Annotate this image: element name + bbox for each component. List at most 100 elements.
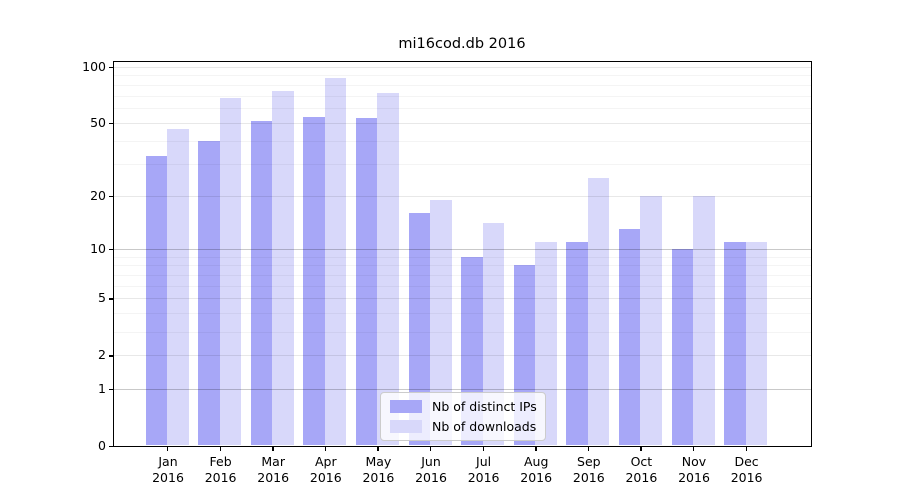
gridline [114, 66, 811, 68]
x-tick-year: 2016 [415, 470, 447, 485]
x-tick-label: Oct 2016 [611, 454, 671, 487]
bar-apr-downloads [324, 78, 347, 446]
minor-gridline [114, 331, 811, 333]
y-tick-label: 5 [98, 290, 106, 306]
x-tick-month: Nov [681, 453, 707, 469]
gridline [114, 195, 811, 197]
y-tick [108, 122, 113, 125]
minor-gridline [114, 108, 811, 110]
axis-spine-right [811, 61, 813, 447]
legend-label-downloads: Nb of downloads [432, 419, 537, 434]
y-tick [108, 195, 113, 197]
x-tick-year: 2016 [204, 470, 237, 485]
bar-mar-ips [250, 121, 273, 446]
bar-jan-downloads [167, 129, 189, 446]
x-tick-year: 2016 [520, 470, 553, 485]
x-tick-label: Apr 2016 [296, 454, 356, 487]
x-tick-label: Feb 2016 [191, 454, 251, 487]
gridline [114, 355, 811, 357]
y-tick-label: 20 [90, 187, 106, 203]
gridline [114, 298, 811, 300]
x-tick-year: 2016 [152, 470, 184, 485]
x-tick-label: Mar 2016 [243, 454, 303, 487]
bar-dec-downloads [745, 241, 768, 446]
x-tick-label: Jan 2016 [138, 454, 198, 487]
minor-gridline [114, 274, 811, 276]
x-tick-year: 2016 [467, 470, 500, 485]
x-tick [377, 446, 379, 452]
major-gridline [114, 388, 811, 390]
legend: Nb of distinct IPs Nb of downloads [380, 392, 546, 441]
bar-feb-downloads [219, 97, 242, 446]
major-gridline [114, 248, 811, 250]
bar-oct-ips [618, 228, 641, 446]
x-tick [693, 446, 695, 452]
minor-gridline [114, 84, 811, 86]
bar-may-ips [355, 118, 378, 446]
y-tick [108, 298, 113, 300]
x-tick-month: Aug [523, 453, 549, 469]
x-tick-month: Jul [476, 453, 492, 469]
bar-may-downloads [377, 93, 399, 446]
bar-dec-ips [724, 241, 746, 446]
x-tick [167, 446, 169, 452]
x-tick-month: May [365, 453, 392, 469]
minor-gridline [114, 140, 811, 142]
minor-gridline [114, 313, 811, 315]
x-tick-label: Nov 2016 [664, 454, 724, 487]
x-tick-year: 2016 [678, 470, 710, 485]
x-tick-month: Mar [261, 453, 285, 469]
x-tick-label: May 2016 [348, 454, 408, 487]
minor-gridline [114, 95, 811, 97]
x-tick-month: Jun [421, 453, 441, 469]
minor-gridline [114, 285, 811, 287]
y-tick [108, 248, 113, 251]
x-tick-month: Dec [734, 453, 759, 469]
legend-swatch-downloads [390, 420, 422, 433]
x-tick-label: Sep 2016 [559, 454, 619, 487]
x-tick-label: Jun 2016 [401, 454, 461, 487]
y-tick [108, 445, 113, 447]
bar-jul-downloads [482, 223, 505, 446]
x-tick [640, 446, 642, 452]
legend-row-distinct-ips: Nb of distinct IPs [390, 399, 537, 414]
minor-gridline [114, 163, 811, 165]
bar-nov-downloads [693, 195, 715, 446]
y-tick-label: 50 [90, 114, 106, 130]
x-tick-month: Sep [577, 453, 601, 469]
x-tick-year: 2016 [730, 470, 763, 485]
legend-label-distinct-ips: Nb of distinct IPs [432, 399, 537, 414]
axis-spine-left [113, 61, 115, 447]
bar-jun-ips [408, 212, 430, 446]
minor-gridline [114, 256, 811, 258]
chart-title: mi16cod.db 2016 [398, 36, 526, 52]
x-tick-month: Oct [630, 453, 653, 469]
x-tick-month: Jan [158, 453, 178, 469]
bar-sep-ips [566, 241, 588, 446]
x-tick [430, 446, 432, 452]
minor-gridline [114, 265, 811, 267]
x-tick-label: Aug 2016 [506, 454, 566, 487]
legend-row-downloads: Nb of downloads [390, 419, 536, 434]
y-tick [108, 388, 113, 390]
x-tick [535, 446, 537, 452]
y-tick-label: 1 [98, 380, 106, 396]
x-tick-year: 2016 [362, 470, 395, 485]
bar-nov-ips [671, 248, 693, 446]
x-tick-month: Feb [209, 453, 232, 469]
x-tick-year: 2016 [309, 470, 342, 485]
x-tick [272, 446, 274, 452]
x-tick [587, 446, 590, 452]
axis-spine-bottom [113, 445, 812, 447]
bar-sep-downloads [587, 178, 610, 446]
bar-jun-downloads [430, 199, 452, 446]
x-tick [219, 446, 221, 452]
x-tick [745, 446, 747, 452]
x-tick-year: 2016 [625, 470, 658, 485]
x-tick-year: 2016 [257, 470, 290, 485]
y-tick-label: 10 [90, 240, 106, 256]
legend-swatch-distinct-ips [390, 400, 422, 413]
y-tick [108, 66, 113, 69]
bar-oct-downloads [640, 195, 662, 446]
